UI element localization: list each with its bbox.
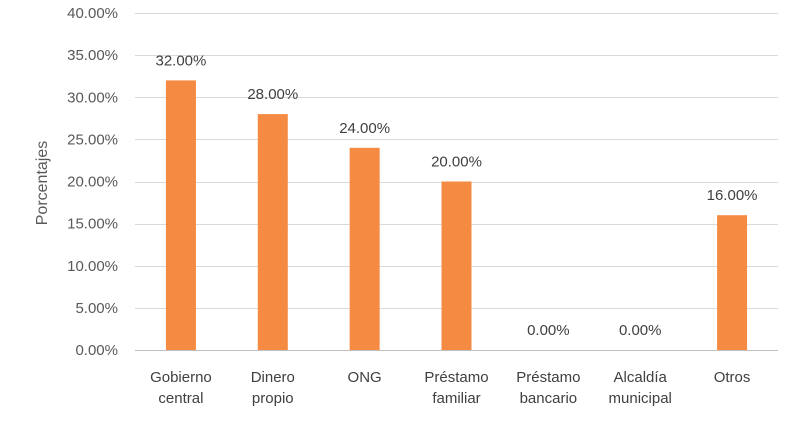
- y-axis-title: Porcentajes: [34, 141, 51, 226]
- data-label: 24.00%: [339, 120, 390, 137]
- data-labels: 32.00% 28.00% 24.00% 20.00% 0.00% 0.00% 16.00%: [155, 52, 757, 339]
- x-axis-categories: Gobierno central Dinero propio ONG Préstamo fa…: [150, 369, 750, 407]
- x-category-label: Alcaldía municipal: [609, 369, 672, 407]
- bar: [165, 80, 196, 351]
- data-label: 32.00%: [155, 52, 206, 69]
- bar: [441, 181, 472, 350]
- y-tick-label: 15.00%: [67, 216, 118, 233]
- y-tick-label: 25.00%: [67, 131, 118, 148]
- data-label: 16.00%: [707, 187, 758, 204]
- bar: [349, 147, 380, 350]
- x-category-label: Dinero propio: [251, 369, 295, 407]
- y-tick-label: 0.00%: [75, 342, 118, 359]
- y-tick-label: 40.00%: [67, 5, 118, 22]
- y-axis-ticks: 0.00% 5.00% 10.00% 15.00% 20.00% 25.00% 30.00%…: [67, 5, 118, 359]
- data-label: 20.00%: [431, 154, 482, 171]
- y-tick-label: 35.00%: [67, 47, 118, 64]
- data-label: 0.00%: [619, 322, 662, 339]
- x-category-label: ONG: [348, 369, 382, 386]
- data-label: 0.00%: [527, 322, 570, 339]
- x-category-label: Préstamo bancario: [516, 369, 580, 407]
- y-tick-label: 30.00%: [67, 89, 118, 106]
- x-category-label: Otros: [714, 369, 751, 386]
- x-category-label: Gobierno central: [150, 369, 212, 407]
- bar: [717, 215, 748, 350]
- x-category-label: Préstamo familiar: [424, 369, 488, 407]
- bars: [165, 80, 748, 351]
- bar: [257, 114, 288, 350]
- y-tick-label: 20.00%: [67, 174, 118, 191]
- data-label: 28.00%: [247, 86, 298, 103]
- y-tick-label: 5.00%: [75, 300, 118, 317]
- y-tick-label: 10.00%: [67, 258, 118, 275]
